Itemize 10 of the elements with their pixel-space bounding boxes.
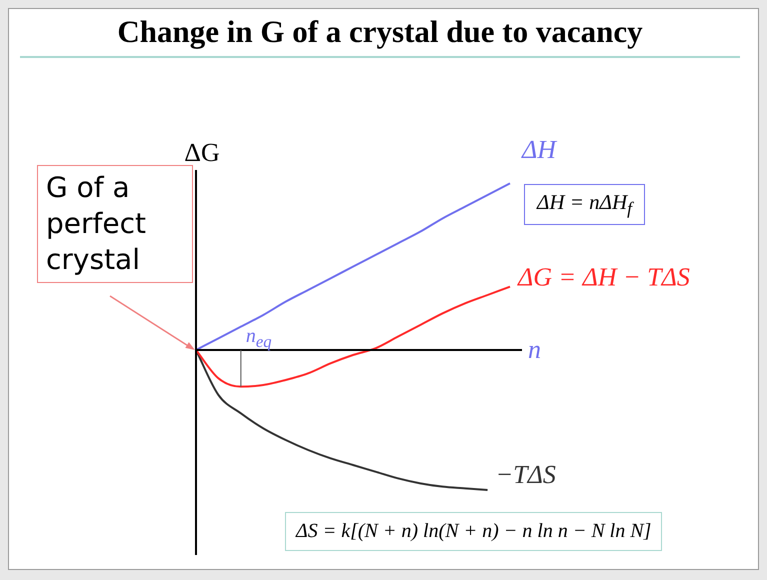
annotation: n$_{eq}$ — [246, 325, 272, 352]
series-label: −TΔS — [496, 460, 556, 489]
series-label: ΔG = ΔH − TΔS — [517, 262, 690, 292]
text: ΔS = k[(N + n) ln(N + n) − n ln n − N ln N] — [285, 512, 662, 551]
text: ΔH = nΔH$_{f}$ — [524, 184, 646, 226]
x-axis-title: n — [528, 334, 541, 364]
text: G of a perfect crystal — [37, 165, 193, 283]
series-label: ΔH — [521, 135, 558, 164]
y-axis-title: ΔG — [184, 138, 220, 167]
chart-title: Change in G of a crystal due to vacancy — [20, 14, 740, 58]
